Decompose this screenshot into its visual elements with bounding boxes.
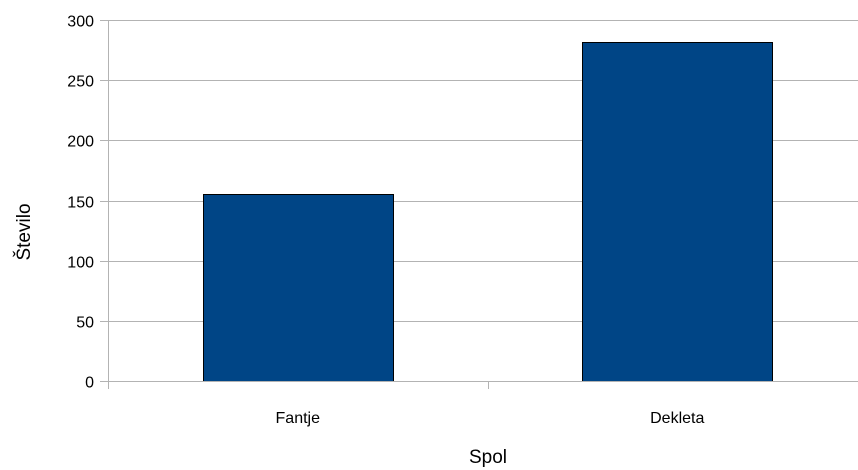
x-tick-label: Dekleta	[650, 410, 704, 427]
y-tick-label: 100	[67, 255, 94, 272]
y-tick-label: 250	[67, 74, 94, 91]
x-tick-label: Fantje	[276, 410, 321, 427]
y-tick-label: 300	[67, 14, 94, 31]
y-tick-label: 50	[76, 315, 94, 332]
bar-dekleta	[582, 42, 773, 382]
y-tick-labels: 0 50 100 150 200 250 300	[67, 14, 94, 392]
y-axis-title: Število	[13, 203, 35, 260]
x-axis-title: Spol	[469, 447, 507, 468]
y-tick-label: 150	[67, 195, 94, 212]
axes	[100, 20, 858, 389]
y-tick-label: 200	[67, 134, 94, 151]
bar-fantje	[203, 194, 394, 382]
bars	[203, 42, 773, 382]
x-tick-labels: Fantje Dekleta	[276, 410, 705, 427]
y-tick-label: 0	[85, 375, 94, 392]
